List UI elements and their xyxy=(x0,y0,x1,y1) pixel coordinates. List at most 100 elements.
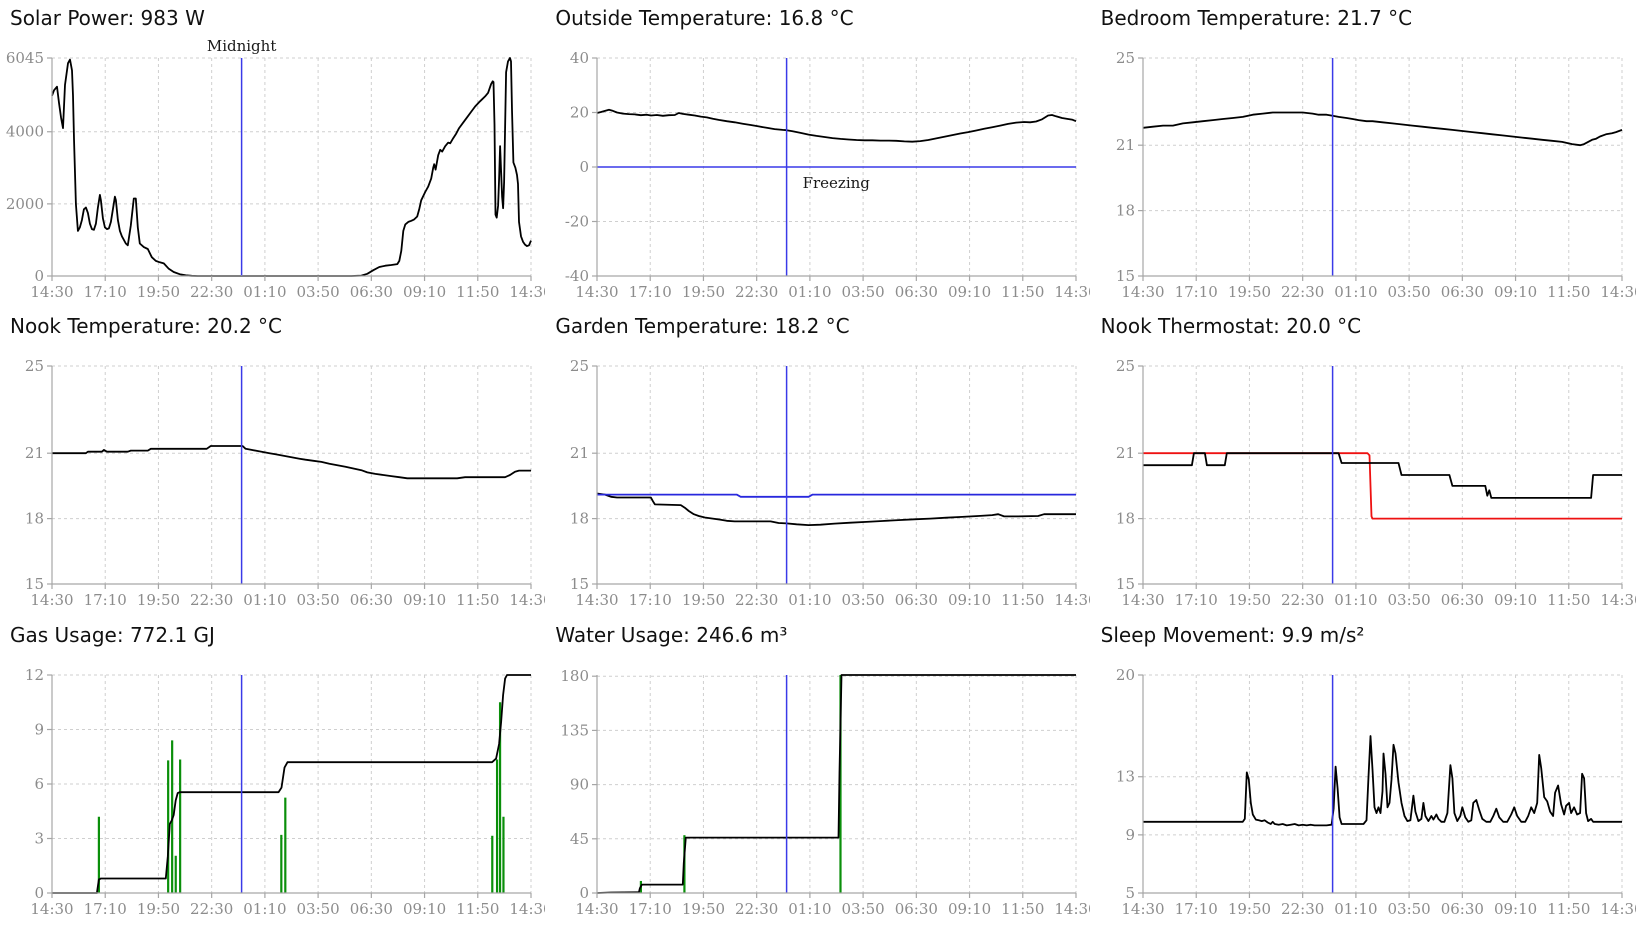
series-water-cumulative xyxy=(597,673,1077,894)
y-tick-label: 25 xyxy=(1116,357,1135,375)
x-tick-label: 09:10 xyxy=(948,900,991,918)
x-tick-label: 22:30 xyxy=(190,283,233,301)
x-tick-label: 17:10 xyxy=(1174,591,1217,609)
y-tick-label: 25 xyxy=(570,357,589,375)
x-tick-label: 03:50 xyxy=(1387,591,1430,609)
sleep-movement-plot: 5 9 13 20 14:30 17:10 19:50 22:30 01:10 03:50 06:3… xyxy=(1116,666,1636,918)
y-tick-label: 18 xyxy=(570,510,589,528)
y-tick-label: 20 xyxy=(570,104,589,122)
chart-cell-bedroom-temperature: Bedroom Temperature: 21.7 °C 15 18 21 25 14:3… xyxy=(1091,0,1636,308)
y-tick-label: -20 xyxy=(565,213,589,231)
y-tick-label: 0 xyxy=(580,158,590,176)
x-tick-label: 09:10 xyxy=(948,591,991,609)
x-tick-label: 17:10 xyxy=(84,283,127,301)
x-tick-label: 06:30 xyxy=(350,591,393,609)
x-tick-label: 14:30 xyxy=(509,283,545,301)
y-tick-label: 25 xyxy=(25,357,44,375)
chart-cell-nook-thermostat: Nook Thermostat: 20.0 °C 15 18 21 25 14:30 17:… xyxy=(1091,308,1636,616)
x-tick-label: 03:50 xyxy=(842,591,885,609)
x-tick-label: 17:10 xyxy=(1174,900,1217,918)
y-tick-label: 45 xyxy=(570,829,589,847)
chart-title-solar-power: Solar Power: 983 W xyxy=(10,6,205,30)
usage-bars xyxy=(97,701,505,893)
x-tick-label: 19:50 xyxy=(1227,591,1270,609)
y-tick-label: 0 xyxy=(34,884,44,902)
x-tick-label: 14:30 xyxy=(509,900,545,918)
chart-cell-gas-usage: Gas Usage: 772.1 GJ 0 3 6 9 12 14:30 17:10 19:50… xyxy=(0,617,545,925)
x-tick-label: 01:10 xyxy=(789,900,832,918)
y-tick-label: 12 xyxy=(25,666,44,684)
x-tick-label: 11:50 xyxy=(1001,900,1044,918)
y-tick-label: 13 xyxy=(1116,767,1135,785)
axes xyxy=(1137,365,1623,590)
chart-cell-sleep-movement: Sleep Movement: 9.9 m/s² 5 9 13 20 14:30 17:10… xyxy=(1091,617,1636,925)
x-tick-label: 19:50 xyxy=(137,591,180,609)
x-tick-label: 19:50 xyxy=(137,900,180,918)
y-tick-label: 15 xyxy=(1116,575,1135,593)
x-tick-label: 22:30 xyxy=(735,283,778,301)
x-tick-label: 14:30 xyxy=(1055,591,1091,609)
x-tick-label: 06:30 xyxy=(350,900,393,918)
axes xyxy=(592,365,1077,590)
x-tick-label: 11:50 xyxy=(1001,591,1044,609)
nook-temperature-plot: 15 18 21 25 14:30 17:10 19:50 22:30 01:10 03:50 06… xyxy=(25,357,545,609)
y-tick-label: 9 xyxy=(1125,826,1135,844)
x-tick-label: 11:50 xyxy=(1547,283,1590,301)
nook-thermostat-plot: 15 18 21 25 14:30 17:10 19:50 22:30 01:10 03:50 06… xyxy=(1116,357,1636,609)
y-tick-label: 15 xyxy=(1116,267,1135,285)
x-tick-label: 19:50 xyxy=(1227,900,1270,918)
x-tick-label: 11:50 xyxy=(1547,591,1590,609)
axes xyxy=(47,674,532,898)
x-tick-label: 17:10 xyxy=(629,900,672,918)
x-tick-label: 11:50 xyxy=(456,591,499,609)
series-thermostat-temperature xyxy=(1142,452,1622,500)
x-tick-label: 01:10 xyxy=(243,283,286,301)
chart-title-outside-temperature: Outside Temperature: 16.8 °C xyxy=(555,6,854,30)
chart-title-bedroom-temperature: Bedroom Temperature: 21.7 °C xyxy=(1100,6,1413,30)
x-tick-label: 03:50 xyxy=(1387,283,1430,301)
x-tick-label: 14:30 xyxy=(30,591,73,609)
x-tick-label: 22:30 xyxy=(190,900,233,918)
y-tick-label: 6 xyxy=(34,775,44,793)
x-tick-label: 06:30 xyxy=(895,900,938,918)
y-tick-label: 21 xyxy=(1116,136,1135,154)
outside-temperature-plot: Freezing -40 -20 0 20 40 14:30 17:10 19:50 22:30 0… xyxy=(565,49,1091,301)
y-tick-label: 18 xyxy=(1116,202,1135,220)
x-tick-label: 06:30 xyxy=(350,283,393,301)
y-tick-label: 20 xyxy=(1116,666,1135,684)
x-tick-label: 09:10 xyxy=(1494,900,1537,918)
y-tick-label: 9 xyxy=(34,720,44,738)
x-tick-label: 09:10 xyxy=(1494,283,1537,301)
series-solar-power xyxy=(51,57,532,277)
y-tick-label: 135 xyxy=(561,721,590,739)
y-tick-label: 6045 xyxy=(6,49,44,67)
axes xyxy=(47,57,532,281)
x-tick-label: 09:10 xyxy=(1494,591,1537,609)
x-tick-label: 17:10 xyxy=(1174,283,1217,301)
axes xyxy=(592,674,1077,898)
x-tick-label: 14:30 xyxy=(30,283,73,301)
x-tick-label: 19:50 xyxy=(1227,283,1270,301)
x-tick-label: 03:50 xyxy=(296,283,339,301)
y-tick-label: 90 xyxy=(570,775,589,793)
chart-cell-nook-temperature: Nook Temperature: 20.2 °C 15 18 21 25 14:30 17… xyxy=(0,308,545,616)
x-tick-label: 03:50 xyxy=(296,900,339,918)
y-tick-label: 3 xyxy=(34,829,44,847)
x-tick-label: 01:10 xyxy=(1334,900,1377,918)
chart-cell-solar-power: Solar Power: 983 W Midnight 0 2000 4000 6045 1… xyxy=(0,0,545,308)
x-tick-label: 11:50 xyxy=(456,283,499,301)
usage-bars xyxy=(640,674,842,893)
x-tick-label: 09:10 xyxy=(403,591,446,609)
gas-usage-plot: 0 3 6 9 12 14:30 17:10 19:50 22:30 01:10 03:50 06:3… xyxy=(25,666,545,918)
gridlines xyxy=(1142,365,1623,585)
x-tick-label: 14:30 xyxy=(576,283,619,301)
series-nook-temperature xyxy=(52,445,531,480)
x-tick-label: 06:30 xyxy=(1440,900,1483,918)
axes xyxy=(592,57,1077,281)
x-tick-label: 14:30 xyxy=(1055,900,1091,918)
x-tick-label: 22:30 xyxy=(1281,591,1324,609)
y-tick-label: 21 xyxy=(1116,445,1135,463)
chart-title-garden-temperature: Garden Temperature: 18.2 °C xyxy=(555,314,850,339)
chart-cell-outside-temperature: Outside Temperature: 16.8 °C Freezing -40 -… xyxy=(545,0,1090,308)
x-tick-label: 14:30 xyxy=(1055,283,1091,301)
